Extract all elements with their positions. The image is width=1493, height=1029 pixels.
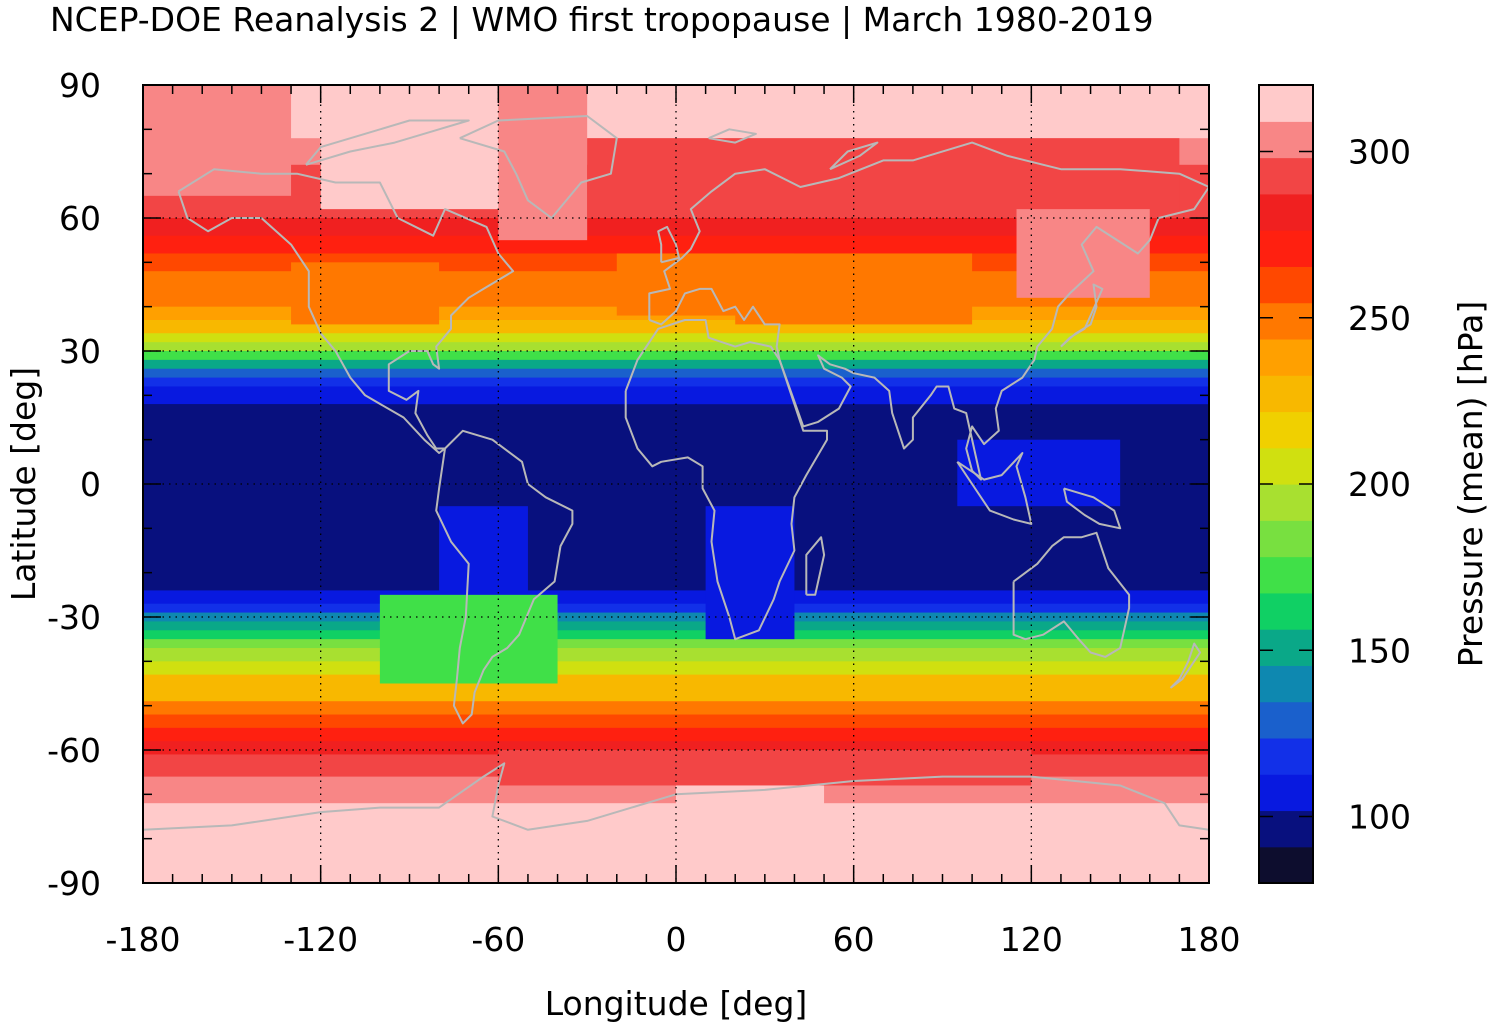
colorbar-segment (1259, 592, 1313, 630)
colorbar-segment (1259, 302, 1313, 340)
y-tick-labels: 90 60 30 0 -30 -60 -90 (47, 66, 101, 903)
heatmap-region (320, 85, 528, 210)
colorbar-segment (1259, 701, 1313, 739)
colorbar-segment (1259, 629, 1313, 666)
colorbar-tick-label: 200 (1348, 465, 1411, 504)
coastline-japan (1060, 283, 1104, 348)
heatmap-region (291, 262, 440, 325)
heatmap-region (705, 506, 795, 640)
coastline-south-america (435, 429, 574, 725)
coastline-novaya-zemlya (829, 141, 879, 171)
heatmap-region (379, 594, 558, 684)
y-tick-label: 90 (59, 66, 101, 105)
colorbar-tick-labels: 100 150 200 250 300 (1348, 133, 1411, 837)
colorbar-tick-label: 150 (1348, 631, 1411, 670)
colorbar-segment (1259, 121, 1313, 159)
colorbar-segment (1259, 338, 1313, 376)
x-tick-label: 120 (1000, 920, 1063, 959)
coastline-madagascar (805, 536, 826, 596)
heatmap-band (143, 687, 1209, 702)
y-tick-label: -90 (47, 864, 101, 903)
coastlines (143, 115, 1209, 831)
colorbar-segment (1259, 520, 1313, 558)
heatmap-band (143, 218, 1209, 237)
heatmap-band (143, 351, 1209, 361)
colorbar-segment (1259, 447, 1313, 485)
heatmap-band (143, 342, 1209, 352)
heatmap-region (616, 253, 795, 316)
y-tick-label: 0 (80, 465, 101, 504)
coastline-eurasia (648, 141, 1209, 481)
x-tick-label: -180 (106, 920, 181, 959)
coastline-arctic-archipelago (305, 119, 470, 166)
colorbar-tick-label: 300 (1348, 133, 1411, 172)
colorbar-segment (1259, 193, 1313, 231)
colorbar-segment (1259, 85, 1313, 122)
x-tick-label: 180 (1178, 920, 1241, 959)
coastline-great-britain (657, 225, 680, 264)
colorbar-segment (1259, 375, 1313, 413)
heatmap-band (143, 714, 1209, 729)
coastline-africa (624, 319, 828, 641)
heatmap-region (143, 404, 380, 462)
colorbar-segment (1259, 665, 1313, 703)
heatmap-band (143, 537, 1209, 591)
colorbar-segment (1259, 846, 1313, 884)
colorbar-tick-label: 250 (1348, 299, 1411, 338)
colorbar-segment (1259, 556, 1313, 594)
coastline-greenland (459, 115, 618, 219)
x-tick-labels: -180 -120 -60 0 60 120 180 (106, 920, 1241, 959)
gridlines (143, 85, 1209, 883)
coastline-new-guinea (1062, 487, 1122, 530)
axis-ticks (142, 84, 1210, 884)
heatmap-region (498, 85, 588, 241)
colorbar-segment (1259, 737, 1313, 775)
heatmap-band (143, 621, 1209, 631)
heatmap-band (143, 639, 1209, 649)
coastline-australia (1012, 531, 1131, 658)
y-tick-label: -60 (47, 731, 101, 770)
heatmap-band (143, 661, 1209, 676)
y-axis-label: Latitude [deg] (4, 367, 43, 601)
heatmap-band (143, 333, 1209, 343)
colorbar-segment (1259, 266, 1313, 304)
coastline-north-america (177, 168, 515, 454)
y-tick-label: 60 (59, 199, 101, 238)
x-axis-label: Longitude [deg] (545, 984, 808, 1023)
x-tick-label: 60 (833, 920, 875, 959)
colorbar-tick-label: 100 (1348, 798, 1411, 837)
coastline-indonesia (956, 452, 1033, 525)
heatmap-region (498, 750, 1032, 786)
y-tick-label: -30 (47, 598, 101, 637)
colorbar-ticks (1259, 150, 1313, 818)
colorbar-segment (1259, 774, 1313, 812)
heatmap-band (143, 386, 1209, 405)
coastline-new-zealand (1169, 642, 1202, 689)
heatmap-band (143, 648, 1209, 662)
colorbar-label: Pressure (mean) [hPa] (1451, 301, 1490, 668)
coastline-svalbard (708, 128, 757, 144)
y-tick-label: 30 (59, 332, 101, 371)
heatmap-band (143, 377, 1209, 388)
colorbar-segment (1259, 230, 1313, 267)
heatmap-band (143, 603, 1209, 614)
x-tick-label: -120 (283, 920, 358, 959)
coastline-antarctica (143, 762, 1209, 831)
heatmap-region (143, 85, 292, 196)
heatmap-region (439, 506, 528, 595)
x-tick-label: 0 (666, 920, 687, 959)
heatmap-band (143, 368, 1209, 379)
chart-title: NCEP-DOE Reanalysis 2 | WMO first tropop… (50, 0, 1154, 39)
heatmap-band (143, 701, 1209, 716)
heatmap-region (957, 439, 1121, 507)
colorbar-segment (1259, 157, 1313, 195)
colorbar-segment (1259, 484, 1313, 521)
heatmap-region (587, 138, 1180, 218)
heatmap-band (143, 727, 1209, 742)
colorbar-segment (1259, 411, 1313, 449)
colorbar (1259, 85, 1313, 884)
heatmap-band (143, 630, 1209, 640)
x-tick-label: -60 (471, 920, 525, 959)
